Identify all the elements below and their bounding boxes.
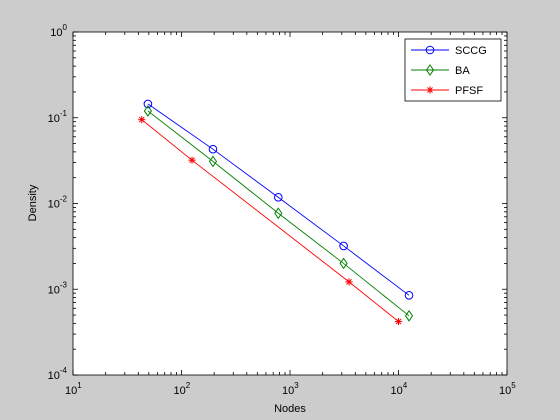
data-point-ba	[274, 207, 283, 220]
y-axis-label: Density	[27, 184, 39, 221]
x-tick-labels: 101 102 103 104 105	[65, 381, 516, 397]
legend-label-sccg: SCCG	[455, 45, 487, 57]
y-tick-label: 100	[50, 23, 67, 39]
legend-item-ba: BA	[411, 64, 470, 77]
series-line-pfsf	[141, 119, 399, 322]
y-tick-label: 10-1	[48, 109, 68, 125]
data-point-ba	[339, 257, 348, 270]
data-point-sccg	[339, 241, 348, 251]
y-tick-label: 10-3	[48, 280, 68, 296]
series-line-ba	[147, 110, 410, 317]
series-ba	[143, 105, 414, 322]
data-point-pfsf	[345, 278, 353, 286]
x-tick-label: 102	[174, 381, 191, 397]
data-point-pfsf	[394, 317, 403, 326]
y-tick-label: 10-2	[48, 195, 68, 211]
y-tick-label: 10-4	[48, 366, 68, 382]
data-point-sccg	[404, 291, 414, 300]
x-tick-label: 105	[499, 381, 516, 397]
series-pfsf	[138, 116, 403, 326]
x-tick-label: 103	[282, 381, 299, 397]
legend-label-pfsf: PFSF	[455, 85, 483, 97]
series-sccg	[143, 99, 414, 300]
data-point-sccg	[208, 144, 218, 154]
data-point-ba	[404, 309, 414, 322]
x-axis-label: Nodes	[274, 403, 306, 415]
legend-item-sccg: SCCG	[411, 45, 487, 57]
legend-item-pfsf: PFSF	[411, 85, 483, 97]
legend-label-ba: BA	[455, 65, 470, 77]
x-tick-label: 104	[391, 381, 408, 397]
plot-frame	[72, 31, 508, 376]
legend-marker-pfsf	[426, 86, 434, 94]
series-line-sccg	[147, 103, 410, 296]
data-point-sccg	[143, 99, 153, 109]
data-point-sccg	[273, 193, 283, 202]
series-layer	[138, 99, 414, 326]
legend-marker-sccg	[425, 45, 435, 55]
data-point-ba	[208, 155, 218, 168]
y-tick-labels: 10-4 10-3 10-2 10-1 100	[48, 23, 68, 382]
data-point-pfsf	[138, 116, 146, 124]
legend-marker-ba	[425, 64, 435, 76]
data-point-pfsf	[188, 156, 196, 164]
x-tick-label: 101	[65, 381, 82, 397]
axis-ticks	[72, 31, 508, 376]
data-point-ba	[143, 105, 152, 117]
legend: SCCG BA PFSF	[404, 38, 502, 102]
